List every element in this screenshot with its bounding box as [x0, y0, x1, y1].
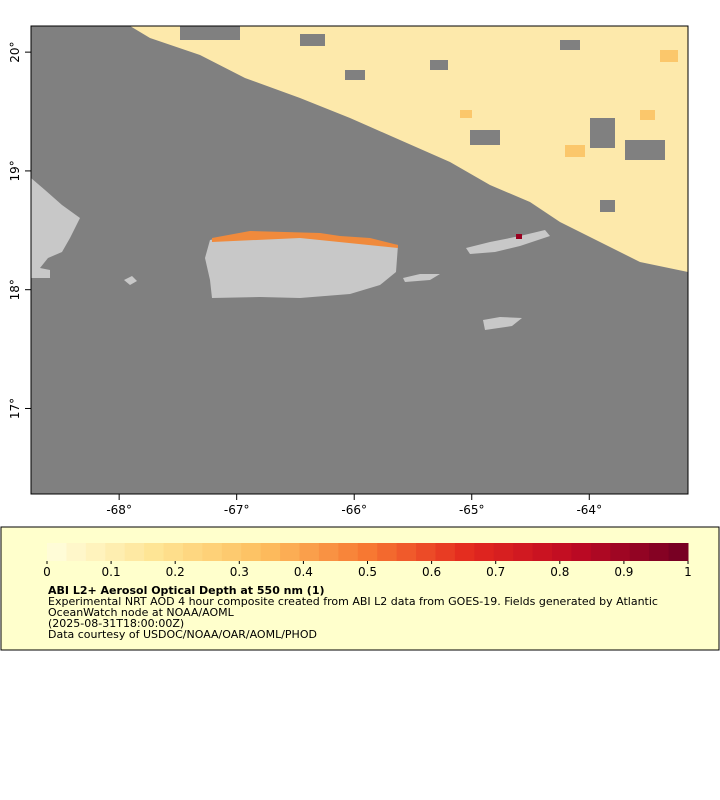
colorbar: 0 0.1 0.2 0.3 0.4 0.5 0.6 0.7 0.8 0.9 1 [43, 543, 692, 579]
colorbar-step [318, 543, 339, 561]
mona [124, 276, 137, 285]
colorbar-tick-label: 0.8 [550, 565, 569, 579]
coast-aod [212, 231, 398, 248]
y-tick-label: 18° [8, 279, 22, 300]
puerto-rico [205, 232, 398, 298]
colorbar-step [668, 543, 689, 561]
aod-field [130, 26, 688, 272]
colorbar-step [66, 543, 87, 561]
st-croix [483, 317, 522, 330]
colorbar-step [377, 543, 398, 561]
map-frame [30, 25, 689, 495]
colorbar-step [357, 543, 378, 561]
colorbar-step [610, 543, 631, 561]
colorbar-step [124, 543, 145, 561]
colorbar-step [85, 543, 106, 561]
y-tick-label: 19° [8, 160, 22, 181]
colorbar-tick-label: 1 [684, 565, 692, 579]
colorbar-step [144, 543, 165, 561]
y-tick-label: 20° [8, 41, 22, 62]
legend-title: ABI L2+ Aerosol Optical Depth at 550 nm … [48, 584, 325, 597]
colorbar-step [513, 543, 534, 561]
colorbar-step [532, 543, 553, 561]
colorbar-step [649, 543, 670, 561]
colorbar-tick-label: 0 [43, 565, 51, 579]
colorbar-tick-label: 0.5 [358, 565, 377, 579]
colorbar-step [47, 543, 67, 561]
hispaniola [31, 178, 80, 278]
cloud-gaps [180, 26, 665, 212]
colorbar-tick-label: 0.9 [614, 565, 633, 579]
colorbar-tick-label: 0.6 [422, 565, 441, 579]
legend-line: (2025-08-31T18:00:00Z) [48, 617, 184, 630]
map [30, 25, 689, 495]
legend-line: OceanWatch node at NOAA/AOML [48, 606, 235, 619]
colorbar-step [493, 543, 514, 561]
colorbar-step [202, 543, 223, 561]
colorbar-step [396, 543, 417, 561]
virgin-islands [466, 230, 550, 254]
x-tick-label: -68° [106, 503, 132, 517]
legend-line: Experimental NRT AOD 4 hour composite cr… [48, 595, 658, 608]
colorbar-step [474, 543, 495, 561]
colorbar-step [629, 543, 650, 561]
colorbar-step [163, 543, 184, 561]
y-tick-label: 17° [8, 398, 22, 419]
x-tick-label: -67° [224, 503, 250, 517]
colorbar-step [338, 543, 359, 561]
colorbar-step [552, 543, 572, 561]
aod-highs [460, 50, 678, 157]
colorbar-step [221, 543, 242, 561]
legend-line: Data courtesy of USDOC/NOAA/OAR/AOML/PHO… [48, 628, 317, 641]
colorbar-step [241, 543, 262, 561]
vieques [403, 274, 440, 282]
colorbar-step [299, 543, 320, 561]
colorbar-step [571, 543, 592, 561]
colorbar-step [454, 543, 475, 561]
colorbar-tick-label: 0.1 [102, 565, 121, 579]
colorbar-tick-label: 0.7 [486, 565, 505, 579]
x-tick-label: -64° [576, 503, 602, 517]
colorbar-step [260, 543, 281, 561]
colorbar-step [416, 543, 436, 561]
colorbar-tick-label: 0.2 [166, 565, 185, 579]
colorbar-step [105, 543, 126, 561]
x-tick-label: -66° [341, 503, 367, 517]
colorbar-tick-label: 0.3 [230, 565, 249, 579]
colorbar-step [590, 543, 611, 561]
aod-peak [516, 234, 522, 239]
colorbar-step [182, 543, 203, 561]
x-tick-label: -65° [459, 503, 485, 517]
colorbar-step [435, 543, 456, 561]
colorbar-tick-label: 0.4 [294, 565, 313, 579]
colorbar-step [280, 543, 301, 561]
